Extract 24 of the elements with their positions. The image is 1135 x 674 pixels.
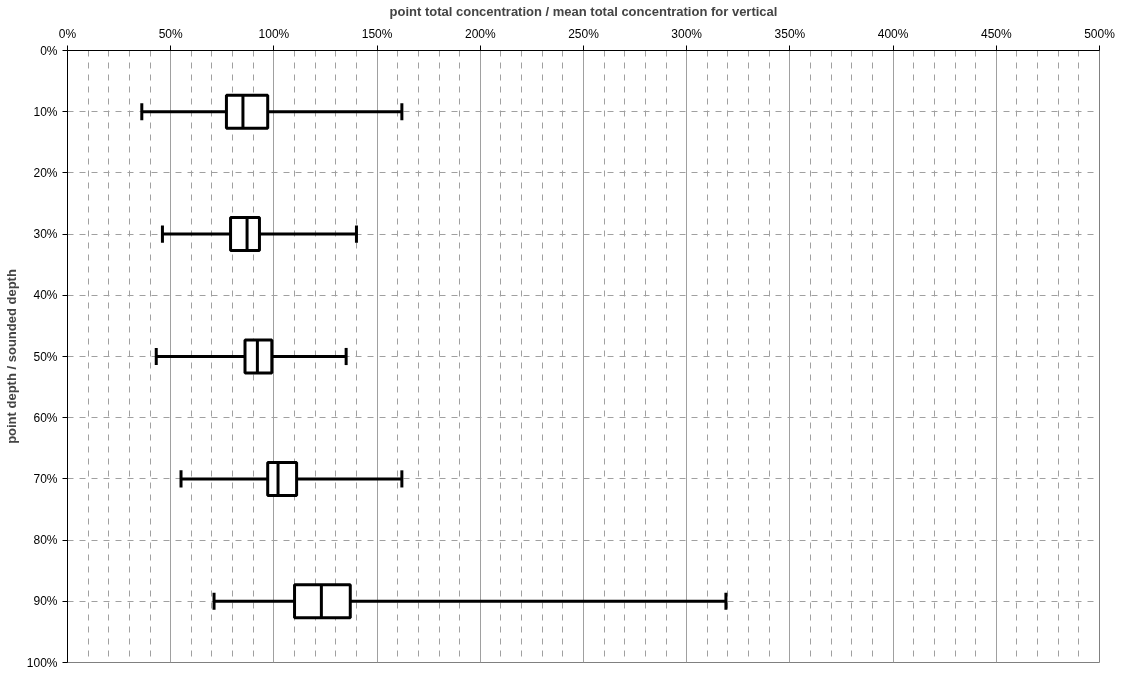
x-tick-label: 350%: [774, 26, 806, 41]
y-tick-label: 30%: [33, 227, 58, 242]
x-tick-label: 400%: [877, 26, 909, 41]
x-tick-label: 150%: [361, 26, 393, 41]
y-tick-label: 100%: [26, 655, 58, 670]
y-axis-title: point depth / sounded depth: [3, 269, 19, 444]
y-tick-label: 0%: [40, 43, 58, 58]
x-tick-label: 250%: [568, 26, 600, 41]
y-tick-label: 20%: [33, 165, 58, 180]
x-tick-label: 300%: [671, 26, 703, 41]
x-tick-label: 50%: [158, 26, 184, 41]
x-axis-title: point total concentration / mean total concentration for vertical: [389, 3, 778, 19]
y-tick-label: 60%: [33, 410, 58, 425]
x-tick-label: 200%: [464, 26, 496, 41]
y-tick-label: 70%: [33, 471, 58, 486]
y-tick-label: 10%: [33, 104, 58, 119]
x-tick-label: 0%: [58, 26, 77, 41]
x-tick-label: 100%: [258, 26, 290, 41]
y-tick-label: 50%: [33, 349, 58, 364]
x-tick-label: 500%: [1084, 26, 1116, 41]
y-tick-label: 80%: [33, 533, 58, 548]
y-tick-label: 90%: [33, 594, 58, 609]
y-tick-label: 40%: [33, 288, 58, 303]
x-tick-label: 450%: [980, 26, 1012, 41]
